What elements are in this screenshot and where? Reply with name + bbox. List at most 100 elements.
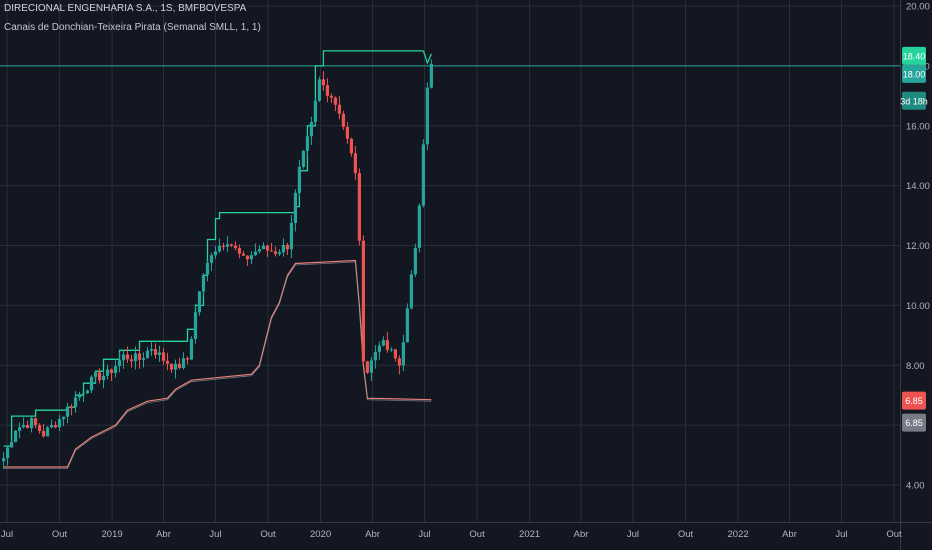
candle (281, 238, 286, 257)
candle-body (189, 339, 194, 360)
candle-body (153, 349, 158, 355)
candle (337, 96, 342, 120)
x-tick-label: Out (260, 529, 276, 540)
candle-body (77, 394, 82, 398)
candle-body (257, 249, 262, 252)
candle-body (149, 349, 154, 351)
candle (197, 291, 202, 316)
candle-body (421, 144, 425, 206)
candle-body (141, 358, 146, 360)
candle (409, 270, 413, 310)
candle-body (337, 104, 342, 114)
candle (261, 242, 266, 250)
candle-body (377, 345, 381, 352)
candle (49, 419, 54, 429)
candle-body (17, 427, 22, 431)
candle (309, 116, 314, 145)
candle-body (357, 173, 362, 241)
x-axis: Jul Out 2019 Abr Jul Out 2020 Abr Jul Out 2021 Abr J… (0, 522, 932, 540)
candle-body (253, 251, 258, 256)
y-tick-label: 14.00 (906, 181, 930, 192)
indicator-legend[interactable]: Canais de Donchian-Teixeira Pirata (Sema… (4, 22, 261, 33)
candle-body (65, 406, 70, 417)
candle-body (349, 138, 354, 154)
candle-body (353, 153, 358, 174)
candle-body (25, 425, 30, 429)
candle (413, 243, 417, 278)
candle-body (333, 97, 338, 105)
candle (277, 249, 282, 257)
candle (393, 348, 397, 362)
candle-body (329, 95, 334, 98)
candle (205, 260, 210, 282)
candle (265, 244, 270, 258)
price-badge-price: 18.00 (902, 64, 926, 83)
candle (141, 352, 146, 368)
candle-body (265, 245, 270, 251)
candle-body (209, 255, 214, 263)
candles (1, 59, 433, 469)
candle (57, 414, 62, 432)
badge-bg (902, 391, 926, 410)
candle (321, 71, 326, 91)
x-tick-label: Out (678, 529, 694, 540)
candle-body (185, 358, 190, 360)
candle-body (1, 458, 6, 462)
candle-body (361, 240, 365, 362)
candle-body (425, 87, 429, 145)
candle (269, 242, 274, 252)
candle (333, 96, 338, 112)
candle-body (221, 246, 226, 248)
candle-body (13, 430, 18, 443)
candle-body (197, 291, 202, 313)
x-tick-label: Abr (574, 529, 589, 540)
badge-label: 18.40 (903, 51, 926, 61)
candle-body (73, 397, 78, 408)
candle (189, 336, 194, 360)
candle-body (225, 244, 230, 247)
candle (93, 372, 98, 383)
candle-body (417, 205, 421, 248)
candle (53, 421, 58, 429)
candle-body (49, 424, 54, 428)
y-tick-label: 16.00 (906, 121, 930, 132)
candle (317, 76, 322, 103)
candle-body (309, 121, 314, 137)
candle-body (405, 308, 409, 343)
x-tick-label: Out (469, 529, 485, 540)
candle (245, 255, 250, 266)
candle (9, 440, 14, 448)
candle-body (181, 358, 186, 368)
candle (389, 347, 393, 352)
candle-body (121, 354, 126, 361)
candle (361, 235, 365, 365)
candle (381, 336, 385, 347)
candle-body (301, 150, 306, 167)
candle (377, 341, 381, 360)
candle (161, 347, 166, 365)
upper-channel-tail (422, 50, 432, 65)
candle-body (305, 136, 310, 151)
candle (85, 389, 90, 394)
chart-title[interactable]: DIRECIONAL ENGENHARIA S.A., 1S, BMFBOVES… (4, 3, 247, 14)
candle (5, 445, 10, 466)
candle-body (401, 342, 405, 366)
x-tick-label: 2020 (310, 529, 331, 540)
badge-label: 6.85 (905, 396, 923, 406)
candle (41, 423, 46, 438)
price-badge-countdown: 3d 18h (900, 91, 928, 110)
candle (237, 244, 242, 259)
candle (109, 368, 114, 382)
candle-body (429, 63, 433, 88)
candle (145, 346, 150, 359)
candle (169, 363, 174, 373)
candle-body (365, 361, 369, 373)
x-tick-label: Jul (627, 529, 639, 540)
candle (421, 139, 425, 208)
candle (73, 391, 78, 413)
candle (117, 352, 122, 373)
candle (345, 121, 350, 144)
x-tick-label: Jul (1, 529, 13, 540)
candle (45, 425, 50, 437)
